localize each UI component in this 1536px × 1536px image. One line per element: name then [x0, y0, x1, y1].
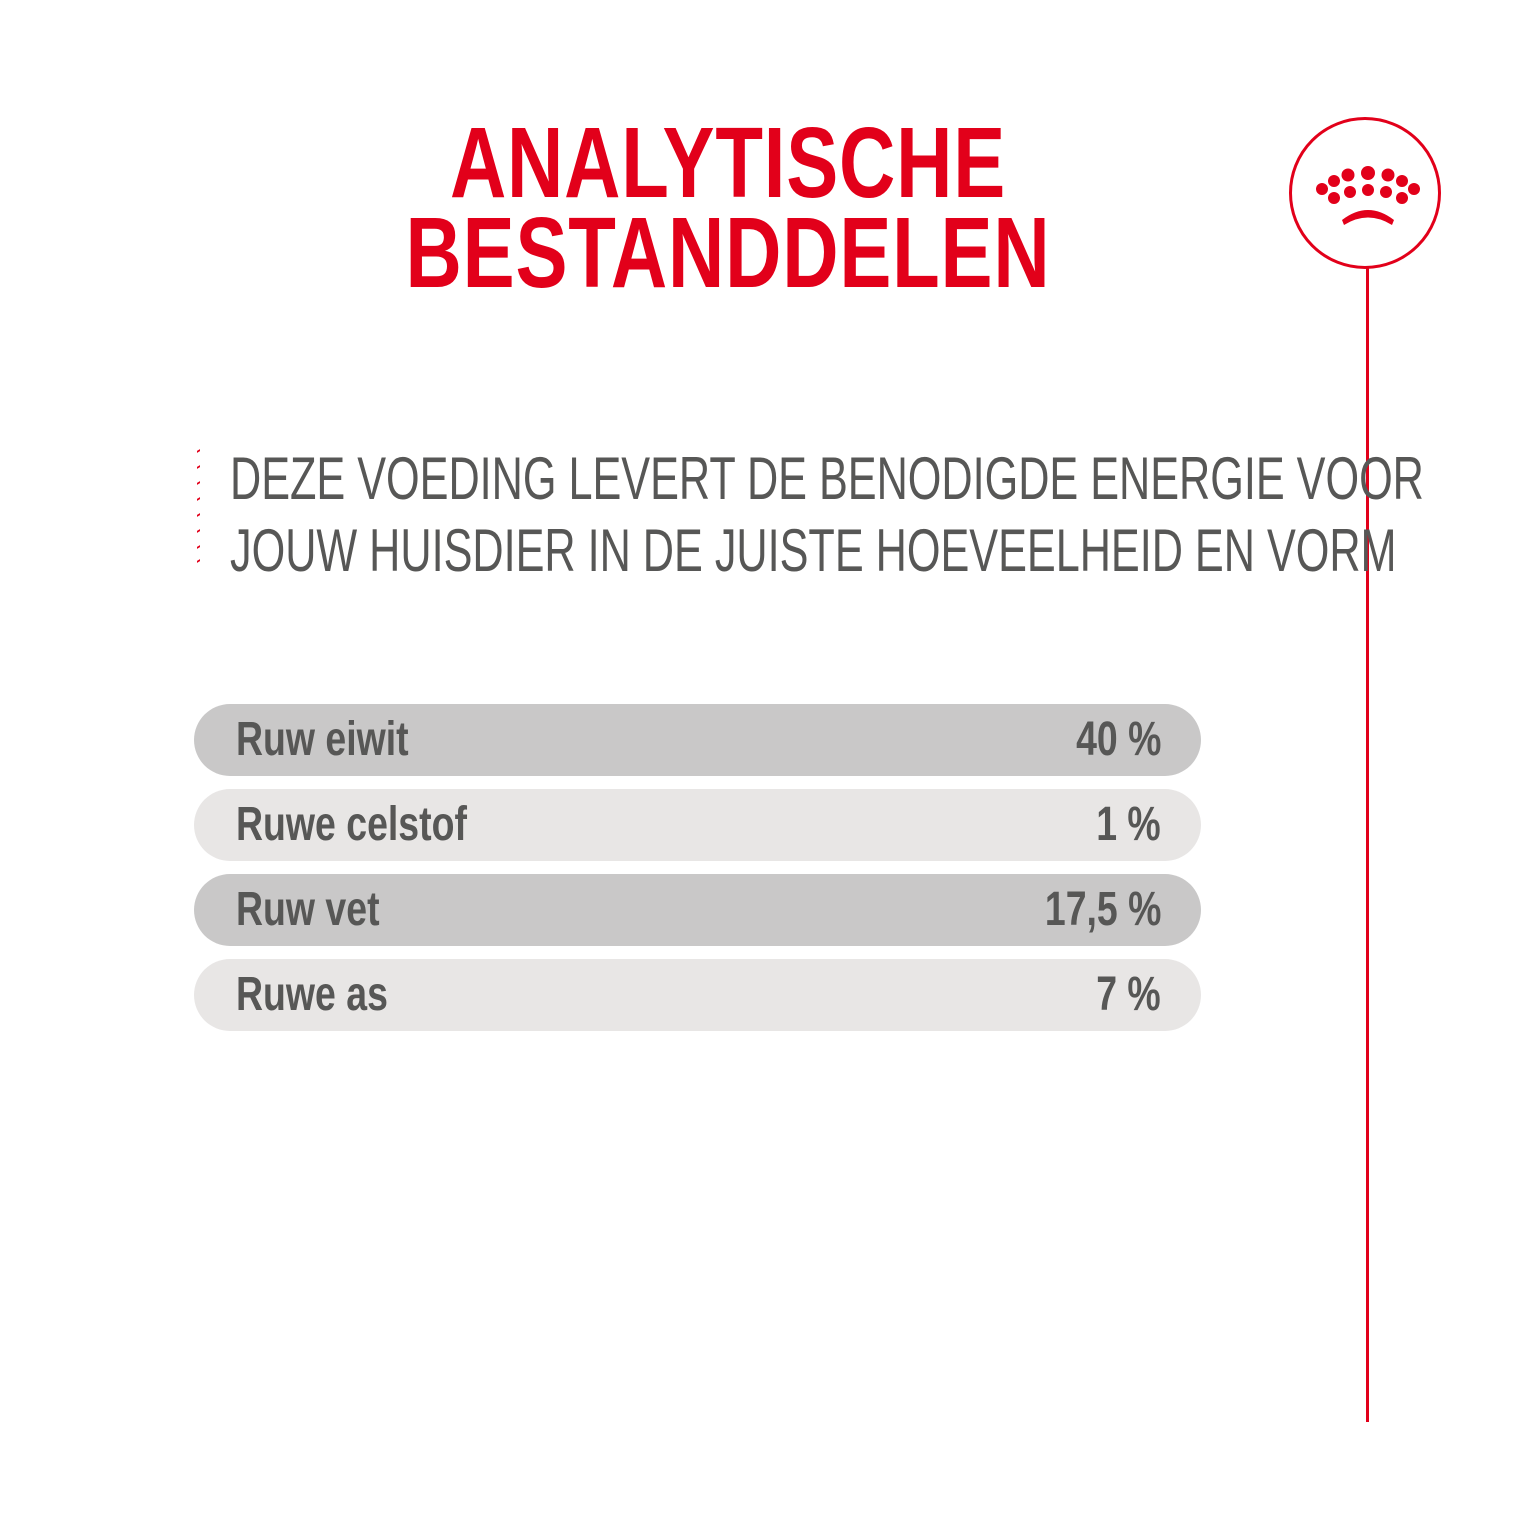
component-label: Ruwe celstof	[236, 798, 467, 851]
decorative-dashes	[197, 449, 203, 563]
title-line-1: ANALYTISCHE	[449, 107, 1007, 219]
component-label: Ruwe as	[236, 968, 388, 1021]
component-label: Ruw eiwit	[236, 713, 409, 766]
component-value: 1 %	[1096, 798, 1161, 851]
subtitle-line-2: JOUW HUISDIER IN DE JUISTE HOEVEELHEID E…	[230, 517, 1397, 584]
component-value: 17,5 %	[1044, 883, 1161, 936]
table-row: Ruwe celstof 1 %	[194, 789, 1201, 861]
page-title: ANALYTISCHE BESTANDDELEN	[160, 107, 1296, 309]
brand-logo	[1289, 117, 1441, 269]
component-value: 40 %	[1075, 713, 1161, 766]
component-value: 7 %	[1096, 968, 1161, 1021]
table-row: Ruw vet 17,5 %	[194, 874, 1201, 946]
component-label: Ruw vet	[236, 883, 380, 936]
title-line-2: BESTANDDELEN	[405, 197, 1051, 309]
table-row: Ruwe as 7 %	[194, 959, 1201, 1031]
decorative-vertical-line	[1366, 268, 1369, 1422]
table-row: Ruw eiwit 40 %	[194, 704, 1201, 776]
subtitle-line-1: DEZE VOEDING LEVERT DE BENODIGDE ENERGIE…	[230, 445, 1424, 512]
subtitle: DEZE VOEDING LEVERT DE BENODIGDE ENERGIE…	[230, 443, 1424, 587]
crown-icon	[1316, 166, 1420, 225]
analytical-components-table: Ruw eiwit 40 % Ruwe celstof 1 % Ruw vet …	[194, 704, 1201, 1044]
